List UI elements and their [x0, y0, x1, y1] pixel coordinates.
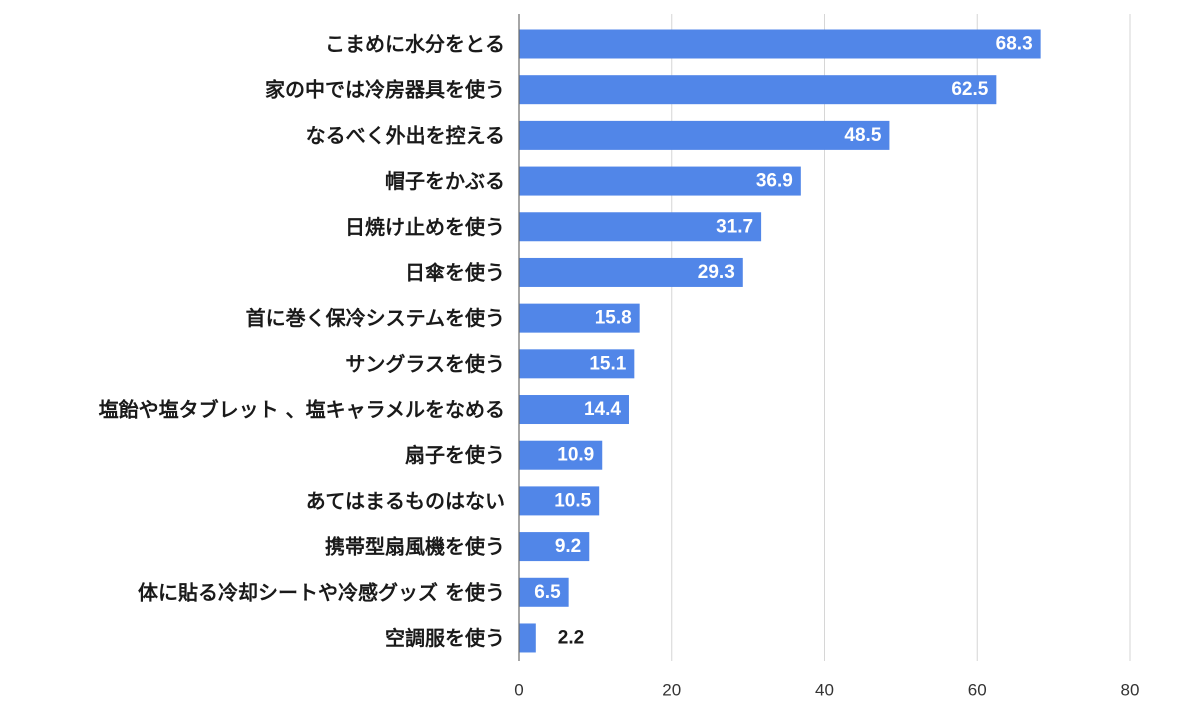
category-label: あてはまるものはない: [306, 489, 505, 513]
category-label: サングラスを使う: [345, 352, 505, 376]
category-label: 扇子を使う: [405, 443, 505, 467]
x-tick-label: 80: [1121, 681, 1140, 700]
bar: [519, 303, 640, 333]
category-label: こまめに水分をとる: [325, 32, 505, 56]
data-label: 2.2: [558, 627, 584, 648]
category-label: 帽子をかぶる: [385, 169, 505, 193]
bar: [519, 75, 997, 105]
bar: [519, 532, 590, 562]
bar: [519, 577, 569, 607]
data-label: 36.9: [756, 171, 793, 192]
category-label: 首に巻く保冷システムを使う: [246, 306, 505, 330]
bar: [519, 257, 743, 287]
category-label: なるべく外出を控える: [306, 123, 505, 147]
data-label: 14.4: [584, 399, 621, 420]
bar-series: [519, 29, 1041, 653]
bar: [519, 29, 1041, 59]
data-label: 48.5: [844, 125, 881, 146]
bar: [519, 440, 603, 470]
x-tick-label: 20: [662, 681, 681, 700]
category-label: 携帯型扇風機を使う: [325, 535, 505, 559]
category-label: 空調服を使う: [385, 626, 505, 650]
bar: [519, 486, 600, 516]
x-tick-label: 40: [815, 681, 834, 700]
category-label: 日傘を使う: [405, 260, 505, 284]
bar: [519, 166, 801, 196]
category-axis-labels: こまめに水分をとる家の中では冷房器具を使うなるべく外出を控える帽子をかぶる日焼け…: [99, 32, 505, 650]
x-tick-label: 0: [514, 681, 523, 700]
data-label: 10.5: [554, 490, 591, 511]
x-tick-label: 60: [968, 681, 987, 700]
data-label: 9.2: [555, 536, 581, 557]
vertical-gridlines: [671, 14, 1131, 661]
category-label: 体に貼る冷却シートや冷感グッズ を使う: [138, 580, 505, 604]
data-label: 31.7: [716, 216, 753, 237]
bar: [519, 349, 635, 379]
category-label: 塩飴や塩タブレット 、塩キャラメルをなめる: [99, 398, 505, 422]
data-label: 62.5: [951, 79, 988, 100]
value-axis-tick-labels: 0 20 40 60 80: [514, 681, 1139, 700]
data-label: 15.1: [589, 353, 626, 374]
bar: [519, 120, 890, 150]
data-label: 6.5: [534, 582, 561, 603]
category-label: 家の中では冷房器具を使う: [265, 78, 505, 102]
data-label: 68.3: [996, 34, 1033, 55]
category-label: 日焼け止めを使う: [345, 215, 505, 239]
data-labels: 68.3 62.5 48.5 36.9 31.7 29.3 15.8 15.1 14.4 10.9…: [534, 34, 1032, 649]
bar: [519, 623, 536, 653]
data-label: 10.9: [557, 445, 594, 466]
bar: [519, 395, 629, 425]
data-label: 15.8: [595, 308, 632, 329]
data-label: 29.3: [698, 262, 735, 283]
bar: [519, 212, 762, 242]
